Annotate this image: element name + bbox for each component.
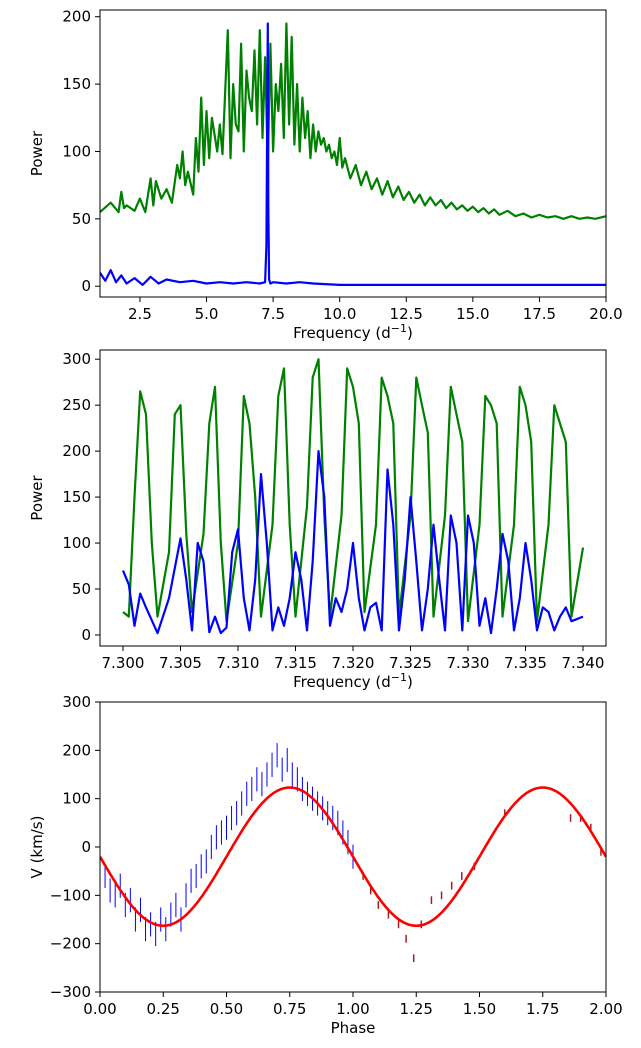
y-tick-label: 300 — [62, 693, 91, 711]
y-tick-label: 250 — [62, 396, 91, 414]
plot-area — [100, 743, 606, 963]
x-tick-label: 1.50 — [463, 1000, 496, 1018]
y-tick-label: 0 — [81, 277, 91, 295]
x-tick-label: 7.305 — [159, 654, 202, 672]
x-tick-label: 7.330 — [447, 654, 490, 672]
y-axis-label: Power — [28, 474, 46, 520]
y-tick-label: 0 — [81, 838, 91, 856]
model-curve — [100, 786, 606, 928]
x-tick-label: 2.5 — [128, 305, 152, 323]
velocity-curve-panel: 0.00 0.25 0.50 0.75 1.00 1.25 1.50 1.75 2.00 −300… — [28, 693, 623, 1037]
x-tick-label: 5.0 — [195, 305, 219, 323]
y-axis-label: Power — [28, 130, 46, 176]
y-tick-label: 100 — [62, 534, 91, 552]
plot-area — [121, 358, 585, 635]
x-axis-label: Frequency (d−1) — [293, 671, 413, 691]
y-tick-label: 200 — [62, 741, 91, 759]
x-axis-label: Frequency (d−1) — [293, 322, 413, 342]
y-tick-label: 150 — [62, 488, 91, 506]
zoom-periodogram-panel: 7.300 7.305 7.310 7.315 7.320 7.325 7.330 7.335… — [28, 349, 607, 691]
x-tick-label: 7.300 — [102, 654, 145, 672]
x-axis-label-text: Phase — [331, 1019, 376, 1037]
y-tick-label: 0 — [81, 626, 91, 644]
x-tick-label: 1.00 — [336, 1000, 369, 1018]
x-tick-label: 0.00 — [83, 1000, 116, 1018]
y-tick-label: 200 — [62, 442, 91, 460]
x-tick-label: 7.325 — [389, 654, 432, 672]
y-axis-label: V (km/s) — [28, 816, 46, 879]
y-tick-label: 100 — [62, 790, 91, 808]
x-tick-label: 0.75 — [273, 1000, 306, 1018]
x-tick-label: 12.5 — [390, 305, 423, 323]
x-tick-label: 7.315 — [274, 654, 317, 672]
x-tick-label: 7.340 — [562, 654, 605, 672]
series-line-1 — [100, 22, 606, 286]
y-tick-label: 50 — [72, 580, 91, 598]
x-tick-label: 20.0 — [589, 305, 622, 323]
x-tick-label: 17.5 — [523, 305, 556, 323]
x-axis-label-sup: −1 — [391, 671, 407, 684]
series-line-0 — [122, 358, 585, 623]
series-line-1 — [121, 450, 584, 635]
y-tick-label: −100 — [50, 886, 91, 904]
x-axis-label-tail: ) — [407, 324, 413, 342]
x-axis-label: Phase — [331, 1019, 376, 1037]
series-line-0 — [100, 22, 606, 220]
x-axis-label-text: Frequency (d — [293, 673, 391, 691]
y-tick-label: 200 — [62, 8, 91, 26]
x-axis-label-sup: −1 — [391, 322, 407, 335]
y-tick-label: −200 — [50, 935, 91, 953]
x-tick-label: 1.25 — [400, 1000, 433, 1018]
y-tick-label: 150 — [62, 75, 91, 93]
x-tick-label: 0.50 — [210, 1000, 243, 1018]
x-tick-label: 1.75 — [526, 1000, 559, 1018]
axes-frame — [99, 9, 607, 298]
x-tick-label: 7.320 — [332, 654, 375, 672]
x-tick-label: 2.00 — [589, 1000, 622, 1018]
x-axis-label-text: Frequency (d — [293, 324, 391, 342]
x-tick-label: 15.0 — [456, 305, 489, 323]
x-tick-label: 7.310 — [217, 654, 260, 672]
plot-area — [100, 22, 606, 286]
x-tick-label: 7.5 — [261, 305, 285, 323]
periodogram-panel: 2.5 5.0 7.5 10.0 12.5 15.0 17.5 20.0 0 50 100 150 20… — [28, 8, 623, 342]
y-tick-label: 300 — [62, 350, 91, 368]
x-axis-label-tail: ) — [407, 673, 413, 691]
axes-frame — [99, 349, 607, 647]
y-tick-label: 50 — [72, 210, 91, 228]
y-tick-label: −300 — [50, 983, 91, 1001]
x-tick-label: 10.0 — [323, 305, 356, 323]
x-tick-label: 0.25 — [147, 1000, 180, 1018]
y-tick-label: 100 — [62, 142, 91, 160]
x-tick-label: 7.335 — [504, 654, 547, 672]
